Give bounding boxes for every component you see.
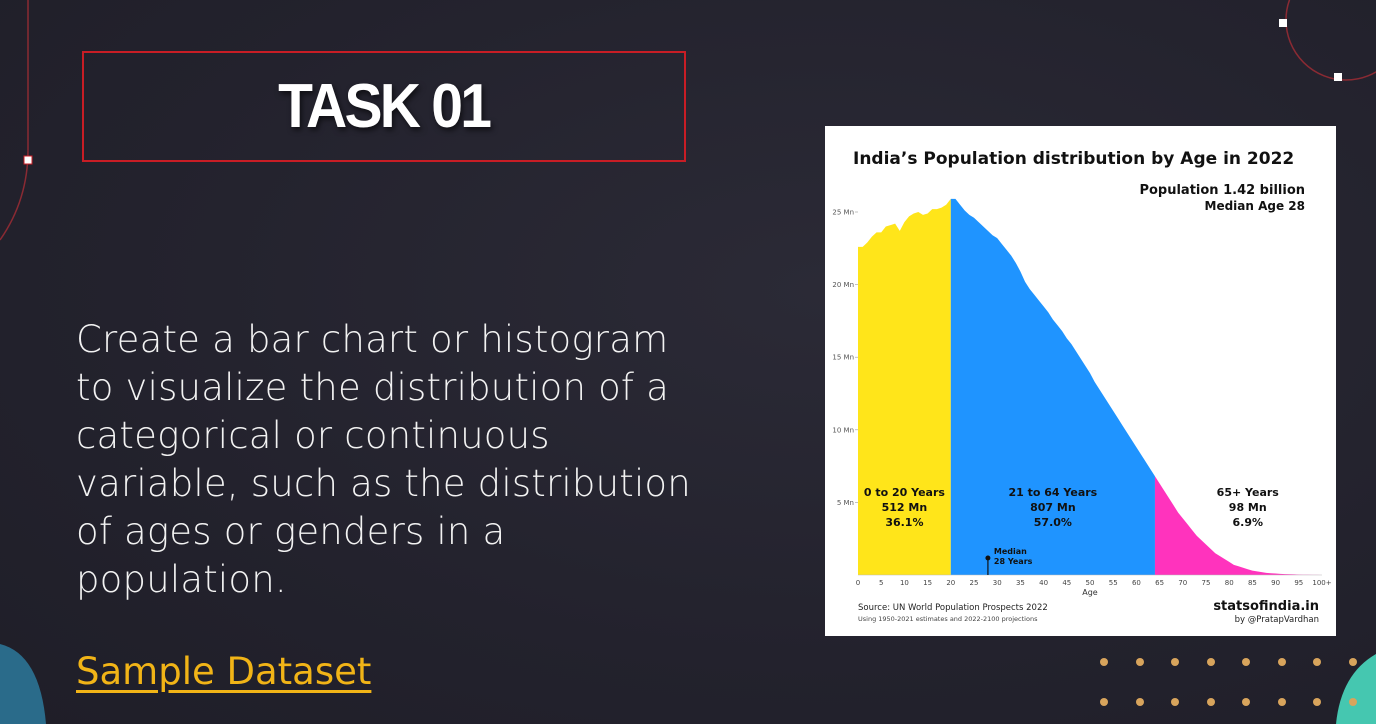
task-description: Create a bar chart or histogram to visua… <box>76 316 756 604</box>
decorative-dot <box>1313 698 1321 706</box>
decorative-dot <box>1135 698 1144 706</box>
segment-label: 512 Mn <box>882 501 928 514</box>
x-tick-label: 60 <box>1132 579 1141 587</box>
decorative-dot <box>1277 658 1286 666</box>
y-tick-label: 10 Mn <box>832 426 854 434</box>
x-tick-label: 5 <box>879 579 883 587</box>
segment-label: 21 to 64 Years <box>1009 486 1098 499</box>
segment-label: 6.9% <box>1233 516 1264 529</box>
median-label: 28 Years <box>994 557 1033 566</box>
chart-title: India’s Population distribution by Age i… <box>853 149 1294 169</box>
decorative-arc-right <box>1279 0 1376 81</box>
x-axis-label: Age <box>1082 588 1098 597</box>
chart-subtitle-population: Population 1.42 billion <box>1139 183 1305 198</box>
segment-label: 98 Mn <box>1229 501 1267 514</box>
x-tick-label: 20 <box>946 579 955 587</box>
decorative-arc-left <box>0 0 33 241</box>
decorative-dot <box>1100 658 1108 666</box>
chart-brand: statsofindia.in <box>1213 599 1319 614</box>
decorative-dot <box>1206 698 1215 706</box>
decorative-dot <box>1242 698 1250 706</box>
x-tick-label: 35 <box>1016 579 1025 587</box>
x-tick-label: 15 <box>923 579 932 587</box>
page-title: TASK 01 <box>278 72 492 141</box>
segment-label: 65+ Years <box>1217 486 1280 499</box>
task-description-line: population. <box>76 558 287 601</box>
segment-label: 36.1% <box>885 516 923 529</box>
x-tick-label: 10 <box>900 579 909 587</box>
chart-subtitle-median: Median Age 28 <box>1205 199 1306 213</box>
x-tick-label: 0 <box>856 579 860 587</box>
title-box: TASK 01 <box>82 51 686 162</box>
decorative-dot <box>1135 658 1144 666</box>
x-tick-label: 90 <box>1271 579 1280 587</box>
x-tick-label: 85 <box>1248 579 1257 587</box>
decorative-blob-left <box>0 644 46 724</box>
x-tick-label: 55 <box>1109 579 1118 587</box>
task-description-line: of ages or genders in a <box>76 510 506 553</box>
decorative-dot <box>1242 658 1250 666</box>
decorative-dot <box>1171 658 1179 666</box>
decorative-dot <box>1206 658 1215 666</box>
x-tick-label: 65 <box>1155 579 1164 587</box>
x-tick-label: 25 <box>970 579 979 587</box>
decorative-dot <box>1313 658 1321 666</box>
area-segment <box>858 198 951 575</box>
chart-brand-author: by @PratapVardhan <box>1235 615 1319 625</box>
area-segment <box>1154 476 1322 575</box>
x-tick-label: 45 <box>1062 579 1071 587</box>
segment-label: 57.0% <box>1034 516 1072 529</box>
population-chart: India’s Population distribution by Age i… <box>832 149 1332 625</box>
decorative-dot <box>1277 698 1286 706</box>
chart-source-note: Using 1950-2021 estimates and 2022-2100 … <box>858 615 1038 623</box>
area-segment <box>950 198 1155 575</box>
y-tick-label: 5 Mn <box>837 499 854 507</box>
x-tick-label: 30 <box>993 579 1002 587</box>
decorative-dot <box>1348 658 1357 666</box>
segment-label: 0 to 20 Years <box>864 486 946 499</box>
sample-dataset-link[interactable]: Sample Dataset <box>76 650 372 693</box>
decorative-blob-right <box>1336 654 1376 724</box>
x-tick-label: 95 <box>1294 579 1303 587</box>
plot-area: 0 to 20 Years 512 Mn 36.1% 21 to 64 Years 80… <box>832 198 1332 587</box>
median-dot <box>985 555 991 561</box>
task-description-line: variable, such as the distribution <box>76 462 691 505</box>
x-tick-label: 80 <box>1225 579 1234 587</box>
task-description-line: to visualize the distribution of a <box>76 366 669 409</box>
task-description-line: categorical or continuous <box>76 414 550 457</box>
y-tick-label: 25 Mn <box>832 209 854 217</box>
x-tick-label: 50 <box>1086 579 1095 587</box>
x-tick-label: 40 <box>1039 579 1048 587</box>
x-tick-label: 75 <box>1202 579 1211 587</box>
decorative-dot <box>1100 698 1108 706</box>
chart-source: Source: UN World Population Prospects 20… <box>858 603 1048 613</box>
median-label: Median <box>994 547 1027 556</box>
segment-label: 807 Mn <box>1030 501 1076 514</box>
decorative-dot <box>1171 698 1179 706</box>
chart-card: India’s Population distribution by Age i… <box>825 126 1336 636</box>
y-tick-label: 15 Mn <box>832 354 854 362</box>
x-tick-label: 100+ <box>1312 579 1331 587</box>
x-tick-label: 70 <box>1178 579 1187 587</box>
decorative-dot <box>1348 698 1357 706</box>
task-description-line: Create a bar chart or histogram <box>76 318 669 361</box>
y-tick-label: 20 Mn <box>832 281 854 289</box>
